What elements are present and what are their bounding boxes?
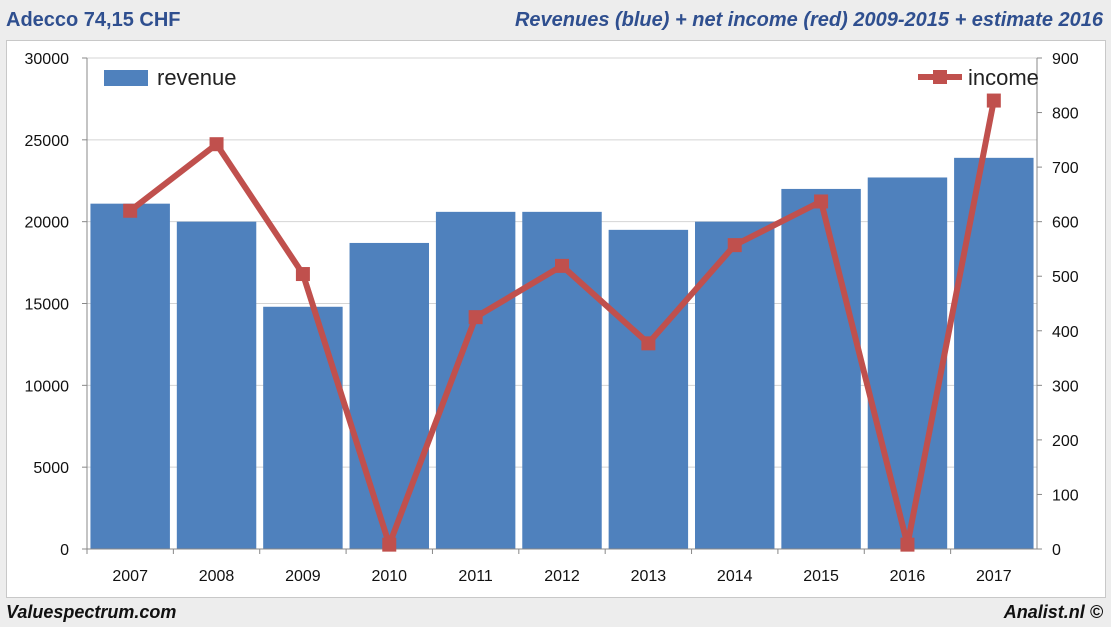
y-right-tick-label: 700 bbox=[1052, 160, 1079, 177]
legend-income-marker bbox=[933, 70, 947, 84]
y-right-tick-label: 900 bbox=[1052, 51, 1079, 68]
y-left-tick-label: 10000 bbox=[25, 378, 70, 395]
x-tick-label: 2013 bbox=[631, 568, 667, 585]
legend-revenue-label: revenue bbox=[157, 65, 237, 90]
y-right-tick-label: 0 bbox=[1052, 542, 1061, 559]
income-point bbox=[900, 537, 915, 552]
x-tick-label: 2008 bbox=[199, 568, 235, 585]
revenue-bar bbox=[867, 177, 948, 549]
y-right-tick-label: 300 bbox=[1052, 378, 1079, 395]
y-right-tick-label: 800 bbox=[1052, 106, 1079, 123]
legend-revenue-swatch bbox=[104, 70, 148, 86]
y-left-tick-label: 30000 bbox=[25, 51, 70, 68]
y-right-tick-label: 500 bbox=[1052, 269, 1079, 286]
revenue-bar bbox=[349, 242, 429, 549]
y-left-tick-label: 25000 bbox=[25, 133, 70, 150]
income-point bbox=[209, 137, 224, 152]
legend-income-label: income bbox=[968, 65, 1039, 90]
x-tick-label: 2010 bbox=[371, 568, 407, 585]
y-left-tick-label: 0 bbox=[60, 542, 69, 559]
revenue-bar bbox=[90, 203, 170, 549]
income-point bbox=[468, 310, 483, 325]
revenue-bar bbox=[695, 221, 775, 549]
income-point bbox=[123, 203, 138, 218]
y-left-tick-label: 20000 bbox=[25, 215, 70, 232]
income-point bbox=[555, 258, 569, 273]
y-right-tick-label: 100 bbox=[1052, 487, 1079, 504]
revenue-bar bbox=[954, 157, 1034, 549]
y-left-tick-label: 15000 bbox=[25, 297, 70, 314]
income-point bbox=[814, 194, 829, 209]
y-right-tick-label: 200 bbox=[1052, 433, 1079, 450]
x-tick-label: 2017 bbox=[976, 568, 1012, 585]
revenue-bar bbox=[263, 306, 343, 549]
x-tick-label: 2016 bbox=[890, 568, 926, 585]
y-right-tick-label: 600 bbox=[1052, 215, 1079, 232]
income-point bbox=[986, 93, 1001, 108]
revenue-bar bbox=[435, 211, 516, 549]
x-tick-label: 2015 bbox=[803, 568, 839, 585]
x-tick-label: 2012 bbox=[544, 568, 580, 585]
revenue-bar bbox=[608, 229, 689, 549]
x-tick-label: 2014 bbox=[717, 568, 753, 585]
stock-title: Adecco 74,15 CHF bbox=[6, 9, 181, 31]
revenue-bar bbox=[781, 188, 861, 549]
x-tick-label: 2011 bbox=[458, 568, 493, 585]
income-point bbox=[382, 537, 397, 552]
income-point bbox=[727, 238, 742, 253]
revenue-bar bbox=[176, 221, 257, 549]
income-point bbox=[295, 267, 310, 282]
income-point bbox=[641, 336, 656, 351]
y-right-tick-label: 400 bbox=[1052, 324, 1079, 341]
x-tick-label: 2007 bbox=[112, 568, 148, 585]
y-left-tick-label: 5000 bbox=[33, 460, 69, 477]
chart-title: Revenues (blue) + net income (red) 2009-… bbox=[514, 9, 1103, 31]
x-tick-label: 2009 bbox=[285, 568, 321, 585]
footer-copyright: Analist.nl © bbox=[1003, 602, 1103, 622]
footer-source: Valuespectrum.com bbox=[6, 602, 177, 622]
